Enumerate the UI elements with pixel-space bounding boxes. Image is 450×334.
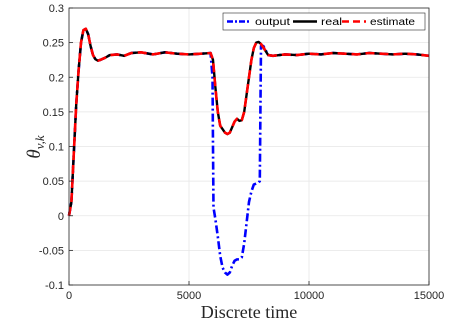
x-tick-label: 10000 xyxy=(294,290,325,302)
y-tick-label: 0.15 xyxy=(43,107,64,119)
legend-box xyxy=(222,12,426,31)
y-tick-label: 0.25 xyxy=(43,38,64,50)
legend-label-estimate: estimate xyxy=(370,17,416,28)
y-axis-label-subscript: v,k xyxy=(32,135,47,149)
legend: output real estimate xyxy=(222,12,426,31)
y-tick-label: 0.2 xyxy=(49,72,64,84)
legend-label-output: output xyxy=(255,17,290,28)
y-axis-label: θv,k xyxy=(24,135,47,158)
y-axis-label-main: θ xyxy=(24,149,45,158)
series-group xyxy=(67,27,430,276)
y-tick-label: 0.05 xyxy=(43,176,64,188)
ticks: 0 5000 10000 15000 -0.1 -0.05 0 0.05 0.1 0.15 0.2 0… xyxy=(39,3,444,302)
legend-label-real: real xyxy=(321,17,342,28)
x-tick-label: 15000 xyxy=(414,290,445,302)
y-tick-label: 0.1 xyxy=(49,142,64,154)
x-tick-label: 0 xyxy=(66,290,72,302)
x-axis-label: Discrete time xyxy=(201,302,297,322)
x-tick-label: 5000 xyxy=(177,290,201,302)
y-tick-label: 0.3 xyxy=(49,3,64,15)
series-line-estimate xyxy=(67,27,430,216)
y-tick-label: -0.05 xyxy=(39,245,64,257)
y-tick-label: -0.1 xyxy=(45,280,64,292)
y-tick-label: 0 xyxy=(58,211,64,223)
